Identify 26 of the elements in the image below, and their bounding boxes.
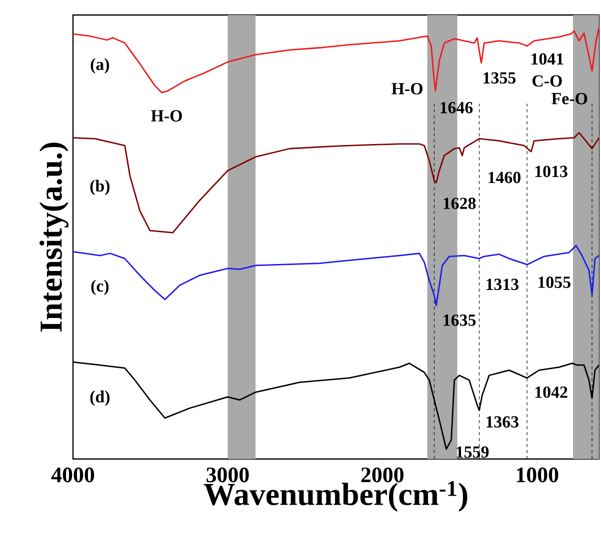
annotation: H-O xyxy=(151,110,182,122)
annotation: 1313 xyxy=(486,278,519,290)
annotation: Fe-O xyxy=(552,92,588,104)
annotation: 1355 xyxy=(484,72,516,84)
x-tick-label: 2000 xyxy=(361,468,404,482)
annotation: 1013 xyxy=(535,166,568,178)
annotation: 1041 xyxy=(532,53,564,65)
annotation: (c) xyxy=(91,280,109,296)
y-axis-title: Intensity(a.u.) xyxy=(39,142,68,332)
annotation: C-O xyxy=(532,75,562,87)
x-axis-title: Wavenumber(cm$^{-1}$) xyxy=(204,481,468,512)
annotation: 1055 xyxy=(538,276,570,288)
annotation: (a) xyxy=(90,58,110,74)
x-tick-label: 4000 xyxy=(51,468,94,482)
annotation: (b) xyxy=(90,180,110,196)
annotation: 1635 xyxy=(444,314,476,326)
annotation: 1460 xyxy=(488,172,520,184)
annotation: H-O xyxy=(392,83,422,94)
annotation: 1363 xyxy=(486,416,519,428)
annotation: 1559 xyxy=(456,446,489,458)
annotation: 1042 xyxy=(535,386,568,398)
annotation: (d) xyxy=(90,390,110,406)
annotation: 1628 xyxy=(444,198,476,210)
annotation: 1646 xyxy=(440,102,473,114)
x-tick-label: 1000 xyxy=(516,468,558,482)
x-tick-label: 3000 xyxy=(206,468,249,482)
